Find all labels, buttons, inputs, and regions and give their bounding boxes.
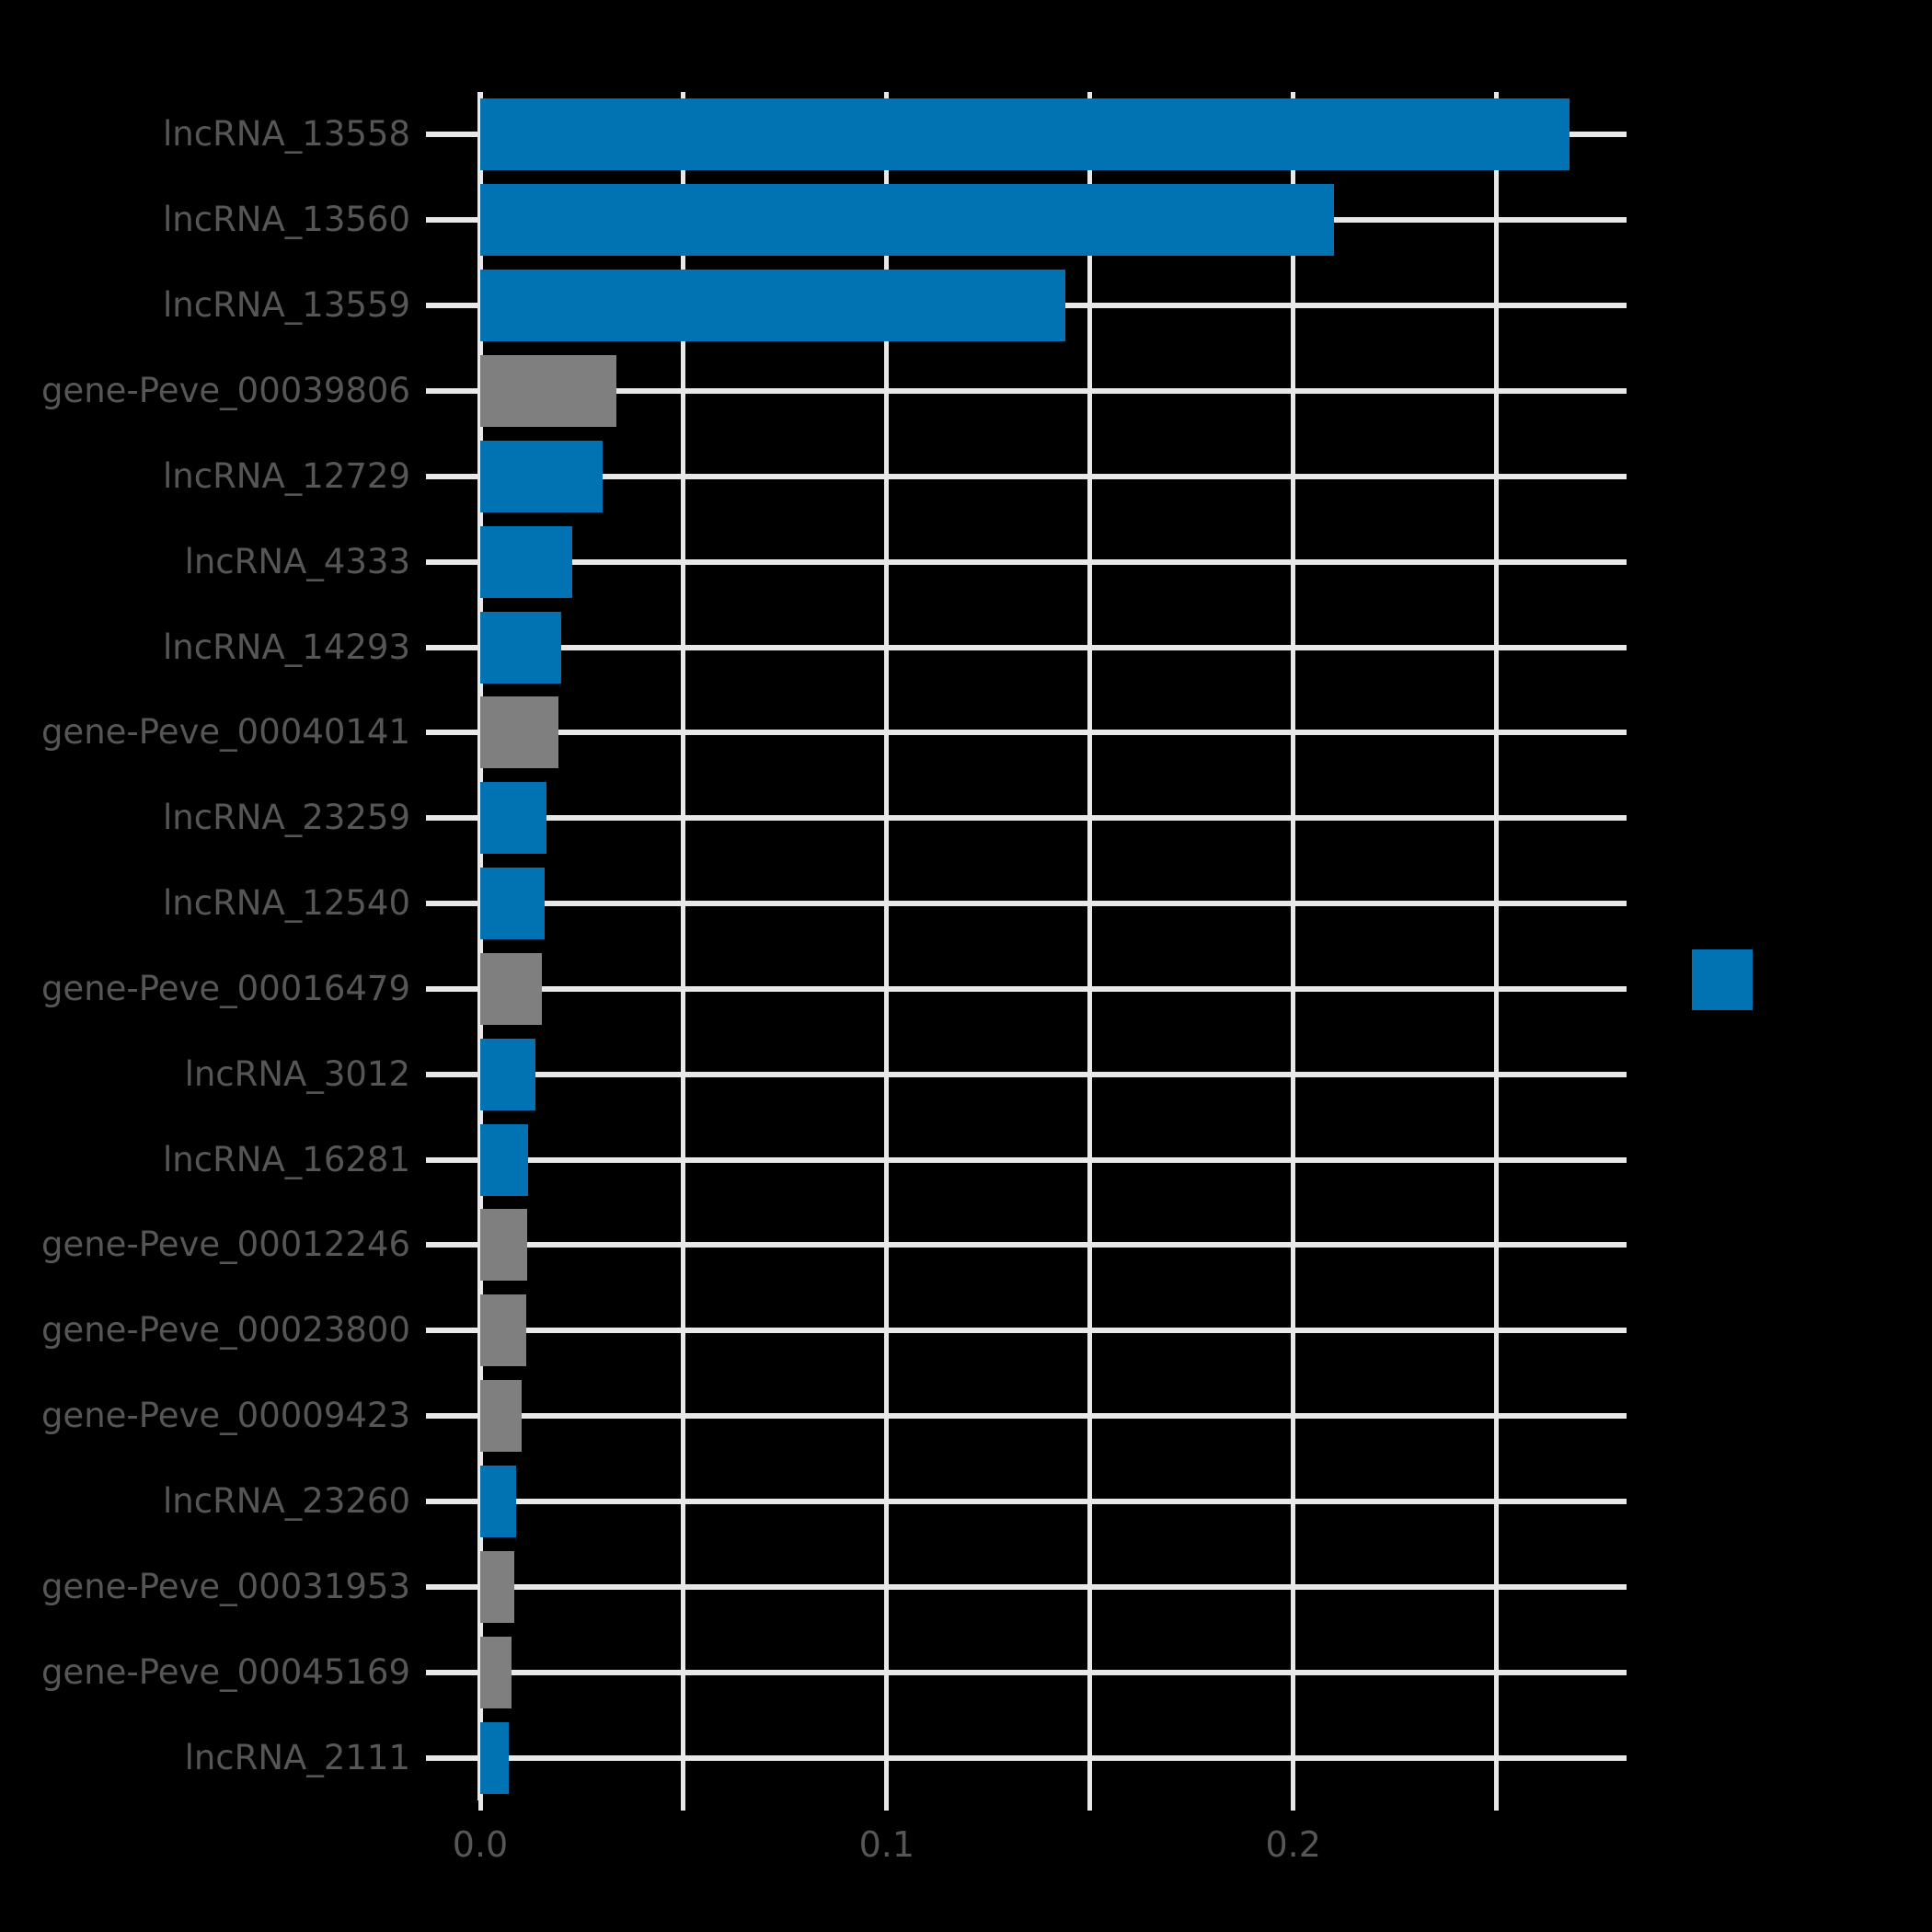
y-tick-label: gene-Peve_00045169 — [40, 1651, 410, 1692]
x-tick — [884, 1800, 890, 1811]
bar-gene-Peve_00031953 — [480, 1550, 514, 1623]
y-gridline — [480, 730, 1627, 736]
x-gridline — [1291, 92, 1296, 1800]
bar-lncRNA_13560 — [480, 184, 1334, 257]
y-axis-spine — [477, 92, 483, 1800]
y-gridline — [480, 1242, 1627, 1248]
y-tick-label: lncRNA_23259 — [163, 798, 410, 838]
y-tick-label: gene-Peve_00023800 — [40, 1310, 410, 1351]
x-tick — [1494, 1800, 1500, 1811]
y-tick — [426, 1669, 477, 1675]
bar-gene-Peve_00045169 — [480, 1636, 512, 1708]
y-gridline — [480, 1583, 1627, 1590]
y-gridline — [480, 644, 1627, 650]
y-tick-label: lncRNA_3012 — [184, 1053, 410, 1094]
bar-lncRNA_16281 — [480, 1123, 528, 1196]
y-tick — [426, 1071, 477, 1077]
y-tick — [426, 132, 477, 138]
x-tick-label: 0.0 — [452, 1824, 509, 1865]
plot-area — [426, 92, 1627, 1811]
x-gridline — [1494, 92, 1500, 1800]
y-gridline — [480, 1156, 1627, 1163]
y-gridline — [480, 558, 1627, 565]
bar-gene-Peve_00023800 — [480, 1294, 526, 1367]
y-tick — [426, 901, 477, 907]
bar-lncRNA_13558 — [480, 98, 1570, 171]
x-tick-label: 0.2 — [1265, 1824, 1321, 1865]
x-gridline — [884, 92, 890, 1800]
x-tick — [681, 1800, 686, 1811]
bar-gene-Peve_00012246 — [480, 1209, 527, 1282]
y-tick — [426, 644, 477, 650]
bar-lncRNA_3012 — [480, 1038, 535, 1110]
y-tick-label: lncRNA_4333 — [184, 541, 410, 581]
bar-lncRNA_2111 — [480, 1721, 509, 1794]
y-tick-label: lncRNA_12540 — [163, 883, 410, 924]
y-tick — [426, 217, 477, 224]
y-tick — [426, 1328, 477, 1334]
y-tick — [426, 387, 477, 394]
y-tick — [426, 1583, 477, 1590]
y-gridline — [480, 1413, 1627, 1420]
y-tick-label: lncRNA_12729 — [163, 455, 410, 496]
y-tick-label: lncRNA_13558 — [163, 114, 410, 155]
bar-lncRNA_4333 — [480, 525, 572, 598]
y-tick — [426, 1413, 477, 1420]
x-tick-label: 0.1 — [858, 1824, 915, 1865]
y-gridline — [480, 1754, 1627, 1761]
bar-gene-Peve_00039806 — [480, 354, 616, 427]
y-tick-label: gene-Peve_00040141 — [40, 712, 410, 753]
y-tick — [426, 1156, 477, 1163]
y-tick — [426, 1242, 477, 1248]
y-tick-label: gene-Peve_00009423 — [40, 1396, 410, 1436]
bar-lncRNA_12729 — [480, 440, 603, 512]
y-tick-label: gene-Peve_00039806 — [40, 370, 410, 410]
y-gridline — [480, 901, 1627, 907]
y-gridline — [480, 387, 1627, 394]
y-tick-label: lncRNA_13560 — [163, 200, 410, 240]
y-tick-label: lncRNA_14293 — [163, 627, 410, 667]
y-tick — [426, 985, 477, 992]
y-tick — [426, 815, 477, 822]
bar-gene-Peve_00040141 — [480, 696, 558, 769]
y-gridline — [480, 1328, 1627, 1334]
x-tick — [1087, 1800, 1093, 1811]
x-gridline — [681, 92, 686, 1800]
x-tick — [477, 1800, 483, 1811]
y-tick-label: lncRNA_13559 — [163, 285, 410, 326]
y-tick-label: lncRNA_16281 — [163, 1139, 410, 1179]
y-gridline — [480, 985, 1627, 992]
y-tick-label: lncRNA_23260 — [163, 1481, 410, 1522]
y-tick — [426, 1754, 477, 1761]
bar-gene-Peve_00016479 — [480, 952, 542, 1025]
y-tick-label: gene-Peve_00031953 — [40, 1566, 410, 1606]
y-tick-label: lncRNA_2111 — [184, 1737, 410, 1777]
x-tick — [1291, 1800, 1296, 1811]
bar-gene-Peve_00009423 — [480, 1380, 522, 1453]
bar-lncRNA_14293 — [480, 611, 561, 684]
bar-lncRNA_13559 — [480, 270, 1065, 342]
y-gridline — [480, 1669, 1627, 1675]
y-tick — [426, 303, 477, 309]
bar-lncRNA_23260 — [480, 1466, 516, 1538]
y-gridline — [480, 815, 1627, 822]
y-gridline — [480, 473, 1627, 479]
y-gridline — [480, 1499, 1627, 1505]
y-tick-label: gene-Peve_00016479 — [40, 968, 410, 1008]
y-tick — [426, 730, 477, 736]
bar-lncRNA_12540 — [480, 868, 545, 940]
y-gridline — [480, 1071, 1627, 1077]
y-tick — [426, 1499, 477, 1505]
y-tick-label: gene-Peve_00012246 — [40, 1225, 410, 1265]
legend-swatch — [1692, 949, 1753, 1010]
bar-lncRNA_23259 — [480, 782, 546, 855]
x-gridline — [1087, 92, 1093, 1800]
y-tick — [426, 558, 477, 565]
y-tick — [426, 473, 477, 479]
